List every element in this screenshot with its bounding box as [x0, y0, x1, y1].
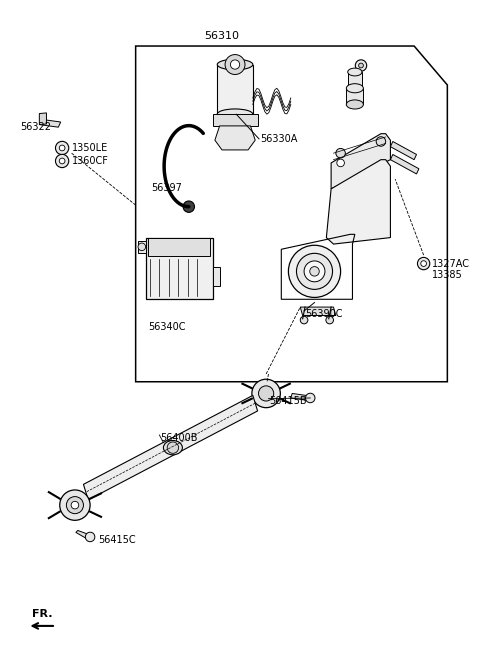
- Circle shape: [66, 497, 84, 514]
- Text: 13385: 13385: [432, 270, 463, 281]
- Circle shape: [310, 267, 319, 276]
- Circle shape: [421, 261, 426, 266]
- Polygon shape: [84, 396, 258, 500]
- Ellipse shape: [346, 100, 363, 109]
- Text: 1360CF: 1360CF: [72, 156, 108, 166]
- Text: 1327AC: 1327AC: [432, 259, 470, 269]
- Polygon shape: [348, 72, 362, 88]
- Circle shape: [259, 386, 274, 401]
- Text: FR.: FR.: [32, 610, 53, 620]
- Polygon shape: [346, 88, 363, 104]
- Polygon shape: [76, 530, 90, 539]
- Circle shape: [336, 148, 345, 158]
- Polygon shape: [390, 154, 419, 174]
- Circle shape: [71, 501, 79, 509]
- Polygon shape: [213, 114, 258, 126]
- Circle shape: [56, 154, 69, 168]
- Circle shape: [376, 137, 385, 147]
- Polygon shape: [148, 238, 210, 256]
- Ellipse shape: [348, 68, 362, 76]
- Polygon shape: [213, 267, 220, 286]
- Circle shape: [288, 245, 341, 298]
- Circle shape: [167, 442, 179, 453]
- Text: 56390C: 56390C: [305, 309, 343, 319]
- Polygon shape: [217, 64, 253, 114]
- Circle shape: [304, 261, 325, 282]
- Polygon shape: [331, 133, 390, 189]
- Circle shape: [59, 158, 65, 164]
- Circle shape: [60, 490, 90, 520]
- Circle shape: [305, 394, 315, 403]
- Circle shape: [337, 159, 344, 167]
- Polygon shape: [146, 238, 213, 300]
- Text: 56322: 56322: [20, 122, 51, 132]
- Circle shape: [230, 60, 240, 69]
- Text: 56310: 56310: [204, 32, 240, 41]
- Ellipse shape: [217, 59, 253, 70]
- Circle shape: [225, 55, 245, 74]
- Polygon shape: [39, 113, 47, 125]
- Circle shape: [85, 532, 95, 541]
- Text: 1350LE: 1350LE: [72, 143, 108, 153]
- Polygon shape: [326, 160, 390, 244]
- Ellipse shape: [163, 440, 182, 455]
- Circle shape: [252, 379, 280, 408]
- Text: 56415C: 56415C: [99, 535, 136, 545]
- Circle shape: [297, 254, 333, 289]
- Circle shape: [300, 316, 308, 324]
- Ellipse shape: [348, 84, 362, 92]
- Polygon shape: [39, 120, 60, 127]
- Circle shape: [183, 201, 194, 212]
- Polygon shape: [215, 126, 255, 150]
- Text: 56400B: 56400B: [160, 432, 198, 443]
- Circle shape: [418, 258, 430, 270]
- Ellipse shape: [217, 109, 253, 120]
- Polygon shape: [300, 307, 336, 315]
- Text: 56397: 56397: [151, 183, 182, 193]
- Polygon shape: [390, 141, 417, 160]
- Circle shape: [326, 316, 334, 324]
- Text: 56330A: 56330A: [260, 134, 297, 144]
- Circle shape: [355, 60, 367, 71]
- Text: 56415B: 56415B: [269, 396, 307, 406]
- Text: 56340C: 56340C: [148, 321, 186, 332]
- Polygon shape: [138, 240, 146, 253]
- Circle shape: [359, 63, 363, 68]
- Circle shape: [56, 141, 69, 154]
- Circle shape: [59, 145, 65, 151]
- Ellipse shape: [346, 83, 363, 93]
- Circle shape: [138, 243, 145, 250]
- Polygon shape: [291, 394, 310, 401]
